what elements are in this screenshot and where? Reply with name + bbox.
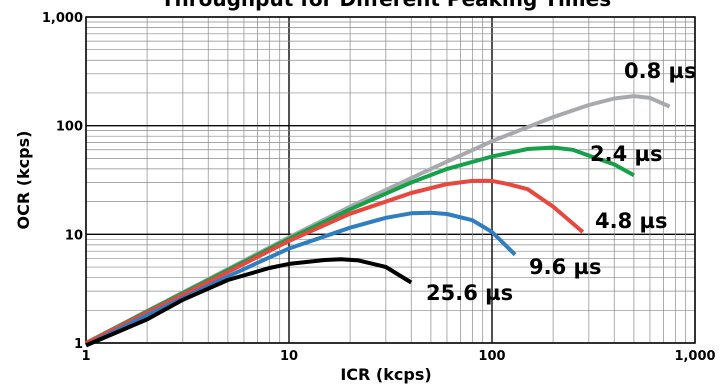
- tick-labels: 1 10 100 1,000 1 10 100 1,000: [42, 11, 716, 364]
- series-lines: [85, 94, 671, 348]
- x-tick-label: 1,000: [674, 349, 715, 364]
- y-tick-label: 100: [56, 120, 83, 135]
- y-tick-label: 1,000: [42, 11, 83, 26]
- x-axis-label: ICR (kcps): [340, 365, 431, 384]
- series-annotation: 4.8 µs: [595, 209, 667, 233]
- series-annotation: 25.6 µs: [426, 281, 513, 305]
- chart-grid: [85, 16, 696, 344]
- plot-frame: [85, 16, 696, 344]
- series-annotation: 2.4 µs: [590, 142, 662, 166]
- y-tick-label: 1: [74, 337, 83, 352]
- x-tick-label: 1: [81, 349, 90, 364]
- series-line: [85, 178, 585, 345]
- x-tick-label: 10: [280, 349, 298, 364]
- series-annotation: 9.6 µs: [529, 255, 601, 279]
- chart-title: Throughput for Different Peaking Times: [161, 0, 611, 11]
- series-line: [85, 210, 517, 348]
- y-tick-label: 10: [65, 228, 83, 243]
- series-annotation: 0.8 µs: [624, 59, 696, 83]
- y-axis-label: OCR (kcps): [14, 131, 33, 230]
- series-annotations: 0.8 µs 2.4 µs 4.8 µs 9.6 µs 25.6 µs: [426, 59, 696, 305]
- series-line: [85, 257, 413, 348]
- x-tick-label: 100: [478, 349, 505, 364]
